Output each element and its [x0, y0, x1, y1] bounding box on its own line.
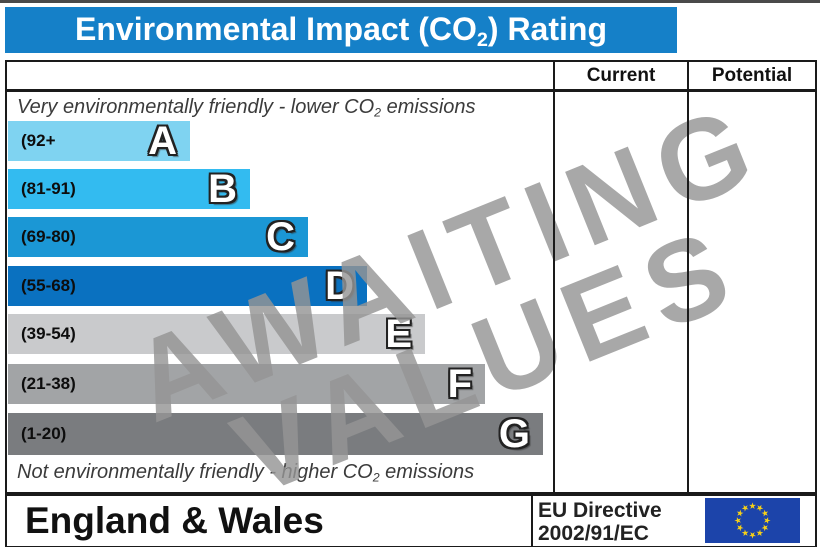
- footer-divider: [531, 496, 533, 546]
- chart-title: Environmental Impact (CO2) Rating: [5, 7, 677, 53]
- band-range-label: (92+: [21, 131, 56, 150]
- band-c-bar: (69-80) C: [8, 217, 308, 257]
- current-column-divider: [553, 62, 555, 492]
- rating-chart-area: Current Potential Very environmentally f…: [5, 60, 817, 494]
- band-d-bar: (55-68) D: [8, 266, 367, 306]
- top-note-text: Very environmentally friendly - lower CO: [17, 96, 375, 118]
- band-letter: D: [325, 264, 354, 308]
- band-letter: B: [208, 167, 237, 211]
- band-letter: E: [385, 312, 412, 356]
- eu-directive-line1: EU Directive: [538, 499, 662, 522]
- band-letter: F: [447, 362, 472, 406]
- bottom-note-text: Not environmentally friendly - higher CO: [17, 461, 373, 483]
- band-f-bar: (21-38) F: [8, 364, 485, 404]
- bottom-note: Not environmentally friendly - higher CO…: [17, 461, 474, 484]
- chart-footer: England & Wales EU Directive 2002/91/EC: [5, 494, 817, 547]
- band-letter: C: [266, 215, 295, 259]
- co2-subscript: 2: [374, 105, 382, 120]
- potential-column-header: Potential: [711, 65, 793, 86]
- co2-subscript: 2: [372, 470, 380, 485]
- chart-title-text: Environmental Impact (CO: [75, 11, 477, 47]
- band-range-label: (1-20): [21, 424, 67, 443]
- top-note: Very environmentally friendly - lower CO…: [17, 96, 476, 119]
- eu-directive-label: EU Directive 2002/91/EC: [538, 499, 662, 545]
- band-e-bar: (39-54) E: [8, 314, 425, 354]
- band-range-label: (69-80): [21, 227, 76, 246]
- band-a-bar: (92+ A: [8, 121, 190, 161]
- band-range-label: (55-68): [21, 276, 76, 295]
- band-range-label: (39-54): [21, 324, 76, 343]
- band-range-label: (21-38): [21, 374, 76, 393]
- header-underline: [7, 89, 815, 92]
- chart-title-suffix: ) Rating: [487, 11, 607, 47]
- eu-flag-icon: [705, 498, 800, 543]
- band-g-bar: (1-20) G: [8, 413, 543, 455]
- bottom-note-suffix: emissions: [379, 461, 475, 483]
- region-label: England & Wales: [25, 500, 324, 541]
- band-b-bar: (81-91) B: [8, 169, 250, 209]
- band-letter: G: [498, 412, 530, 456]
- current-column-header: Current: [586, 65, 656, 86]
- top-note-suffix: emissions: [381, 96, 476, 118]
- eu-directive-line2: 2002/91/EC: [538, 522, 649, 545]
- co2-subscript: 2: [476, 28, 488, 51]
- potential-column-divider: [687, 62, 689, 492]
- band-range-label: (81-91): [21, 179, 76, 198]
- band-letter: A: [148, 119, 177, 163]
